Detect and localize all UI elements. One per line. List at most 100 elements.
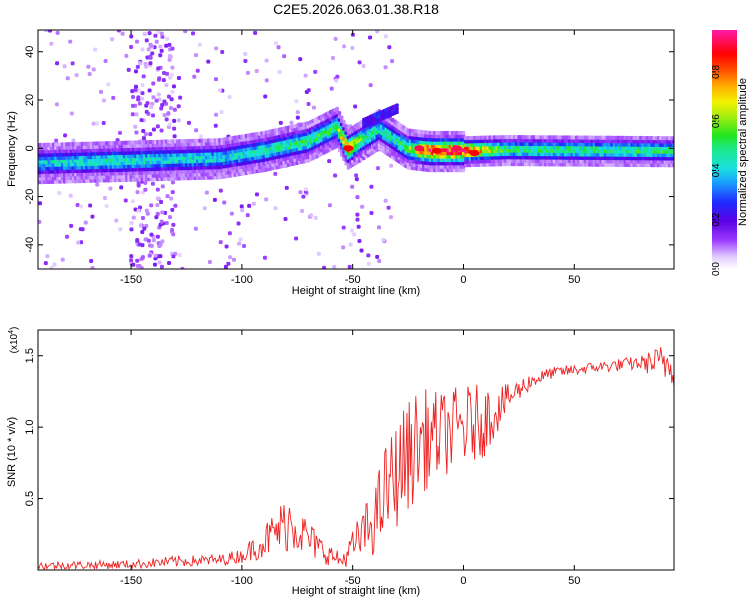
heat-cell (135, 258, 140, 263)
heat-cell (240, 208, 245, 213)
heat-cell (342, 119, 346, 124)
heat-cell (129, 34, 134, 39)
heat-cell (197, 42, 202, 47)
heat-cell (390, 59, 395, 64)
heat-cell (180, 266, 185, 269)
heat-cell (144, 38, 149, 43)
heat-cell (327, 203, 332, 208)
snr-panel: -150 -100 -50 0 50 0.5 1.0 1.5 Height of straig… (6, 327, 675, 597)
heat-cell (366, 253, 371, 258)
heat-cell (341, 245, 346, 250)
heat-cell (219, 109, 224, 114)
heat-cell (158, 222, 163, 227)
heat-cell (190, 31, 195, 36)
heat-cell (177, 252, 182, 257)
y-tick-label: 0.5 (24, 491, 36, 506)
heat-cell (206, 59, 211, 64)
heat-cell (228, 255, 233, 260)
heat-cell (193, 53, 198, 58)
heat-cell (133, 124, 138, 129)
heat-cell (176, 104, 181, 109)
heat-cell (289, 120, 294, 125)
svg-text:(x104): (x104) (8, 327, 20, 354)
heat-cell (170, 207, 175, 212)
heat-cell (158, 242, 163, 247)
heat-cell (243, 52, 248, 57)
heat-cell (284, 185, 289, 190)
heat-cell (213, 77, 218, 82)
heat-cell (213, 123, 218, 128)
colorbar-bar (712, 30, 737, 269)
heat-cell (295, 110, 300, 115)
heat-cell (461, 168, 466, 173)
snr-axis-ticks: -150 -100 -50 0 50 0.5 1.0 1.5 (24, 330, 674, 587)
heat-cell (339, 115, 344, 120)
heat-cell (55, 30, 60, 35)
heat-cell (129, 227, 134, 232)
heat-cell (157, 76, 162, 81)
heat-cell (133, 207, 138, 212)
heat-cell (130, 89, 135, 94)
y-tick-label: 20 (24, 94, 36, 106)
heat-cell (83, 220, 88, 225)
heat-cell (276, 45, 281, 50)
heat-cell (140, 82, 145, 87)
x-tick-label: 50 (568, 274, 580, 286)
heat-cell (130, 199, 135, 204)
heat-cell (263, 94, 268, 99)
heat-cell (159, 264, 164, 269)
heat-cell (157, 260, 162, 265)
heat-cell (251, 201, 256, 206)
heat-cell (159, 128, 164, 133)
heat-cell (264, 78, 269, 83)
heat-cell (95, 121, 100, 126)
heat-cell (111, 95, 116, 100)
y-tick-label: 40 (24, 46, 36, 58)
heat-cell (68, 39, 73, 44)
heat-cell (245, 70, 250, 75)
heat-cell (334, 78, 339, 83)
heat-cell (145, 101, 150, 106)
heat-cell (199, 134, 204, 139)
heat-cell (354, 177, 359, 182)
heat-cell (162, 71, 167, 76)
heat-cell (169, 72, 174, 77)
heat-cell (309, 213, 314, 218)
heat-cell (273, 171, 278, 176)
heat-cell (172, 126, 177, 131)
colorbar-ticks: 0.0 0.2 0.4 0.6 0.8 (711, 64, 722, 275)
heat-cell (348, 242, 353, 247)
heat-cell (273, 41, 278, 46)
heat-cell (160, 210, 165, 215)
heat-cell (141, 129, 146, 134)
heat-cell (183, 30, 188, 34)
heat-cell (89, 258, 94, 263)
heat-cell (335, 106, 339, 111)
heat-cell (377, 259, 382, 264)
snr-xlabel: Height of straight line (km) (292, 585, 420, 597)
x-tick-label: -100 (231, 575, 253, 587)
heat-cell (237, 241, 242, 246)
heat-cell (164, 83, 169, 88)
heat-cell (155, 187, 160, 192)
heat-cell (395, 110, 399, 115)
heat-cell (156, 92, 161, 97)
heat-cell (140, 91, 145, 96)
heat-cell (87, 72, 92, 77)
heat-cell (227, 231, 232, 236)
heat-cell (126, 67, 131, 72)
heat-cell (91, 121, 96, 126)
heat-cell (155, 211, 160, 216)
heat-cell (159, 106, 164, 111)
spectrogram-ylabel: Frequency (Hz) (6, 111, 18, 187)
x-tick-label: -50 (345, 274, 361, 286)
heat-cell (76, 240, 81, 245)
heat-cell (129, 220, 134, 225)
heat-cell (192, 74, 197, 79)
heat-cell (135, 238, 140, 243)
heat-cell (142, 226, 147, 231)
heat-cell (151, 127, 156, 132)
heat-cell (350, 45, 355, 50)
heat-cell (226, 261, 231, 266)
heat-cell (158, 44, 163, 49)
